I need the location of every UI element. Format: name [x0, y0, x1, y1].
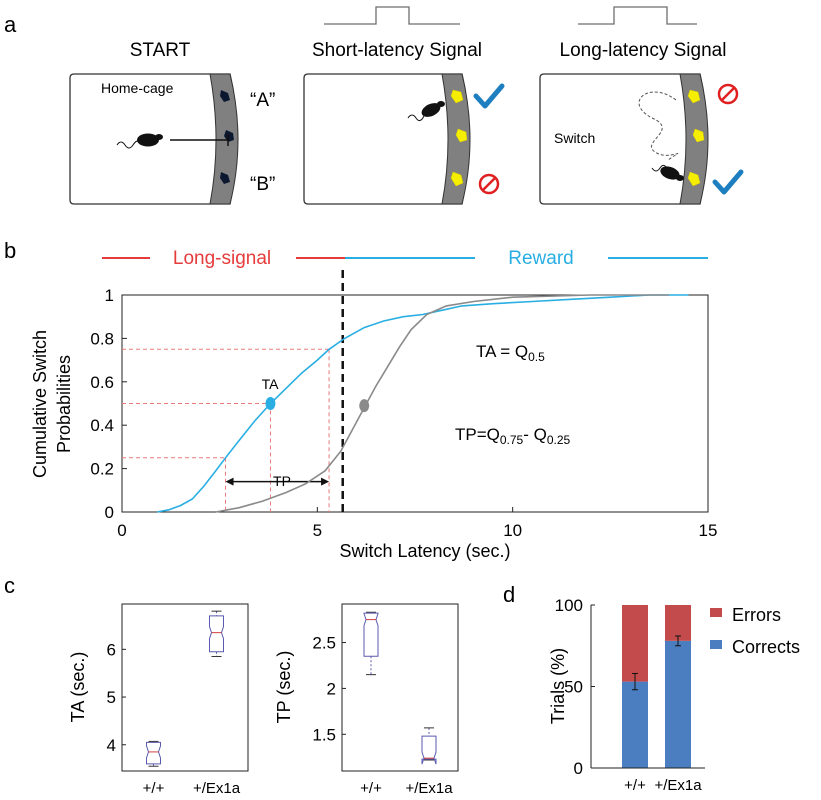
y-tick-label: 0 [574, 759, 583, 778]
y-tick-label: 0.2 [90, 460, 114, 479]
reward-label: Reward [508, 248, 573, 269]
short-latency-title: Short-latency Signal [312, 40, 482, 61]
y-tick-label: 1 [105, 286, 114, 305]
panel-c-ta-boxplot: 4 5 6 +/+ +/Ex1a TA (sec.) [68, 603, 249, 797]
y-tick-label: 0.8 [90, 329, 114, 348]
ta-formula: TA = Q0.5 [476, 342, 545, 364]
signal-pulse-icon [324, 6, 460, 25]
port-light-icon [455, 128, 468, 143]
bar-corrects [622, 681, 648, 768]
legend-swatch-errors [710, 608, 722, 617]
y-tick-label: 1.5 [312, 725, 336, 744]
port-light-icon [687, 171, 701, 187]
long-latency-cage: Switch [539, 73, 709, 205]
y-axis-label-line1: Cumulative Switch [30, 330, 50, 478]
ta-box [209, 615, 224, 653]
x-tick-label: +/+ [143, 780, 165, 797]
y-axis-label: Trials (%) [548, 648, 568, 724]
panel-letter-d: d [503, 582, 515, 607]
tp-formula: TP=Q0.75- Q0.25 [455, 425, 571, 447]
port-light-icon [687, 89, 701, 104]
no-entry-icon [717, 83, 739, 105]
x-tick-label: 15 [699, 521, 718, 540]
mouse-icon [407, 101, 445, 122]
tp-label: TP [273, 473, 291, 489]
home-cage-label: Home-cage [101, 80, 174, 96]
y-axis-label: TA (sec.) [68, 652, 88, 723]
x-tick-label: 10 [503, 521, 522, 540]
plot-area [341, 603, 459, 772]
y-tick-label: 50 [564, 678, 583, 697]
cumulative-line-gray [215, 294, 669, 513]
panel-letter-c: c [4, 573, 15, 598]
check-icon [473, 83, 505, 109]
legend-swatch-corrects [710, 640, 722, 649]
long-signal-label: Long-signal [173, 248, 271, 269]
tp-box [363, 612, 379, 657]
y-tick-label: 100 [555, 596, 583, 615]
x-tick-label: +/+ [360, 780, 382, 797]
panel-c-tp-boxplot: 1.5 2 2.5 +/+ +/Ex1a TP (sec.) [274, 603, 459, 797]
median-point-blue [265, 397, 276, 410]
port-light-icon [450, 89, 464, 104]
y-tick-label: 0 [105, 503, 114, 522]
panel-a: START Short-latency Signal Long-latency … [69, 6, 744, 205]
x-tick-label: +/Ex1a [654, 777, 702, 794]
tp-box [421, 735, 437, 765]
panel-letter-b: b [4, 238, 16, 263]
y-tick-label: 6 [107, 640, 116, 659]
y-axis-label-line2: Probabilities [54, 355, 74, 453]
panel-b-chart: Long-signal Reward 0 5 10 1500.20.40.60.81 … [30, 248, 717, 561]
switch-path [638, 91, 679, 161]
legend-label-errors: Errors [732, 605, 781, 625]
plot-area [121, 603, 249, 772]
ta-label: TA [262, 376, 280, 392]
signal-pulse-icon [578, 6, 697, 25]
home-cage-start: Home-cage “A” “B” [69, 73, 275, 205]
short-latency-cage [303, 73, 471, 205]
panel-d-stacked-bar: 0 50 100 +/+ +/Ex1a Trials (%) Errors Correc… [548, 596, 800, 794]
tp-arrowhead-left [225, 477, 234, 486]
median-point-gray [359, 399, 370, 413]
x-tick-label: 0 [117, 521, 126, 540]
long-latency-title: Long-latency Signal [560, 40, 727, 61]
y-tick-label: 0.6 [90, 373, 114, 392]
y-tick-label: 2.5 [312, 634, 336, 653]
y-tick-label: 2 [327, 679, 336, 698]
y-axis-label: TP (sec.) [274, 651, 294, 724]
bar-corrects [665, 640, 691, 768]
mouse-icon [116, 133, 163, 149]
port-light-icon [450, 171, 464, 187]
x-tick-label: +/+ [624, 777, 646, 794]
start-title: START [130, 40, 191, 61]
y-tick-label: 4 [107, 736, 116, 755]
port-light-icon [692, 128, 705, 143]
cumulative-line-blue [157, 294, 689, 513]
port-b-label: “B” [250, 174, 275, 195]
y-tick-label: 0.4 [90, 416, 114, 435]
ta-box [146, 741, 161, 765]
check-icon [712, 169, 744, 195]
port-light-icon [220, 90, 230, 102]
port-light-icon [224, 130, 234, 142]
port-a-label: “A” [250, 90, 275, 111]
no-entry-icon [478, 173, 500, 195]
bar-errors [665, 605, 691, 641]
switch-label: Switch [554, 130, 595, 146]
x-tick-label: 5 [313, 521, 322, 540]
tp-arrowhead-right [321, 477, 330, 486]
mouse-icon [651, 164, 684, 181]
bar-errors [622, 605, 648, 682]
port-light-icon [220, 172, 230, 184]
x-tick-label: +/Ex1a [193, 780, 241, 797]
panel-letter-a: a [4, 12, 17, 37]
x-tick-label: +/Ex1a [405, 780, 453, 797]
legend-label-corrects: Corrects [732, 637, 800, 657]
y-tick-label: 5 [107, 688, 116, 707]
x-axis-label: Switch Latency (sec.) [339, 541, 510, 561]
